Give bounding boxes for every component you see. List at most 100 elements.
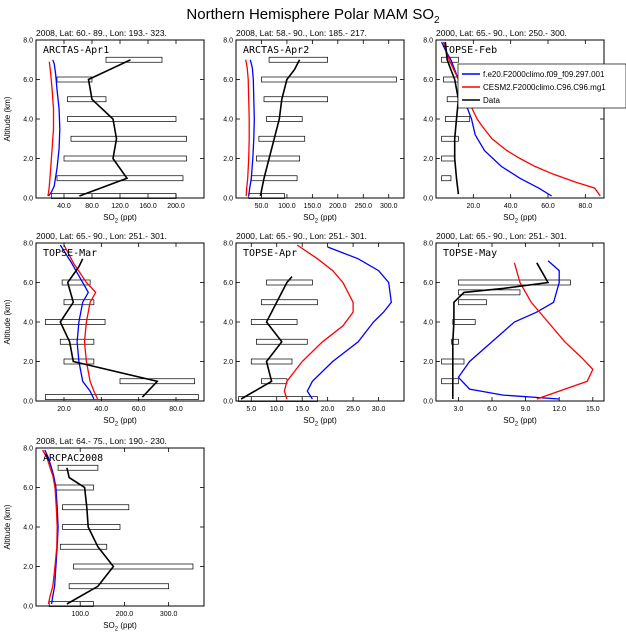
range-box: [44, 319, 106, 325]
x-axis-label-unit: (ppt): [118, 213, 137, 222]
panel-header: 2008, Lat: 60.- 89., Lon: 193.- 323.: [36, 28, 167, 38]
panels: 2008, Lat: 60.- 89., Lon: 193.- 323.0.02…: [3, 28, 626, 633]
panel-title: ARCTAS-Apr2: [243, 45, 309, 56]
series-line-model1: [48, 59, 61, 197]
x-tick-label: 20.0: [467, 203, 481, 210]
legend-label-model2: CESM2.F2000climo.C96.C96.mg1: [483, 83, 606, 92]
series-line-data: [66, 467, 115, 605]
figure-title: Northern Hemisphere Polar MAM SO2: [186, 6, 440, 26]
range-box: [441, 135, 459, 142]
panel-1: 2008, Lat: 58.- 90., Lon: 185.- 217. 0.0 2…: [223, 28, 405, 225]
y-tick-label: 2.0: [23, 156, 33, 163]
y-tick-label: 2.0: [23, 359, 33, 366]
y-tick-label: 4.0: [23, 525, 33, 532]
x-axis-label-sub: 2: [315, 219, 319, 225]
x-axis-label-main: SO: [503, 213, 515, 222]
range-box: [56, 76, 93, 83]
y-tick-label: 6.0: [223, 280, 233, 287]
x-axis-label-main: SO: [103, 621, 115, 630]
x-axis-label: SO2 (ppt): [303, 213, 337, 225]
y-axis-label: Altitude (km): [3, 504, 12, 549]
range-box: [256, 155, 300, 162]
y-tick-label: 6.0: [223, 77, 233, 84]
range-box: [250, 319, 298, 325]
panel-header: 2008, Lat: 64.- 75., Lon: 190.- 230.: [36, 436, 167, 446]
x-tick-label: 3.0: [454, 406, 464, 413]
series-line-model1: [306, 246, 392, 400]
range-box: [73, 563, 194, 570]
y-tick-label: 8.0: [23, 446, 33, 453]
range-box: [458, 279, 571, 286]
y-tick-label: 6.0: [423, 77, 433, 84]
legend-label-data: Data: [483, 96, 500, 105]
x-tick-label: 200.0: [116, 611, 134, 618]
x-tick-label: 40.0: [57, 203, 71, 210]
range-box: [105, 56, 163, 63]
panel-4: 2000, Lat: 65.- 90., Lon: 251.- 301. 0.0 2…: [223, 231, 405, 428]
y-tick-label: 4.0: [23, 320, 33, 327]
panel-6: 2008, Lat: 64.- 75., Lon: 190.- 230. 0.0 2…: [3, 436, 205, 633]
x-tick-label: 250.0: [355, 203, 373, 210]
series-line-data: [451, 262, 550, 399]
x-tick-label: 200.0: [167, 203, 185, 210]
legend: f.e20.F2000climo.f09_f09.297.001 CESM2.F2…: [457, 63, 626, 109]
series-line-model1: [59, 244, 95, 400]
y-tick-label: 2.0: [23, 564, 33, 571]
x-tick-label: 30.0: [372, 406, 386, 413]
y-tick-label: 4.0: [223, 320, 233, 327]
y-tick-label: 8.0: [23, 38, 33, 45]
range-box: [261, 76, 397, 83]
range-box: [68, 583, 169, 590]
range-box: [62, 504, 130, 511]
y-tick-label: 6.0: [23, 280, 33, 287]
x-axis-label-main: SO: [503, 416, 515, 425]
range-box: [441, 378, 459, 385]
x-axis-label-sub: 2: [115, 219, 119, 225]
plot-frame: [35, 39, 205, 199]
panel-0: 2008, Lat: 60.- 89., Lon: 193.- 323. 0.0 2…: [3, 28, 205, 225]
x-tick-label: 300.0: [380, 203, 398, 210]
x-tick-label: 160.0: [139, 203, 157, 210]
range-box: [258, 135, 306, 142]
range-box: [59, 543, 108, 550]
figure-title-main: Northern Hemisphere Polar MAM SO: [186, 6, 434, 23]
x-tick-label: 9.0: [521, 406, 531, 413]
range-box: [61, 279, 91, 286]
y-tick-label: 0.0: [423, 399, 433, 406]
range-box: [70, 135, 187, 142]
y-tick-label: 6.0: [23, 77, 33, 84]
series-line-model1: [441, 41, 553, 197]
x-axis-label-unit: (ppt): [118, 416, 137, 425]
x-axis-label-unit: (ppt): [318, 416, 337, 425]
series-line-model2: [245, 59, 250, 197]
x-tick-label: 50.0: [255, 203, 269, 210]
range-box: [451, 338, 459, 345]
plot-frame: [235, 242, 405, 402]
panel-title: TOPSE-May: [443, 248, 497, 259]
range-box: [248, 193, 285, 199]
panel-title: TOPSE-Apr: [243, 248, 297, 259]
range-box: [44, 394, 199, 400]
x-tick-label: 15.0: [295, 406, 309, 413]
panel-5: 2000, Lat: 65.- 90., Lon: 251.- 301. 0.0 2…: [423, 231, 605, 428]
x-tick-label: 20.0: [57, 406, 71, 413]
y-tick-label: 2.0: [223, 359, 233, 366]
y-tick-label: 0.0: [423, 196, 433, 203]
range-box: [441, 155, 456, 162]
panel-header: 2000, Lat: 65.- 90., Lon: 251.- 301.: [36, 231, 167, 241]
x-tick-label: 6.0: [487, 406, 497, 413]
x-axis-label-sub: 2: [315, 422, 319, 428]
y-axis-label: Altitude (km): [3, 96, 12, 141]
panel-2: 2000, Lat: 65.- 90., Lon: 250.- 300. 0.0 2…: [423, 28, 626, 225]
series-line-data: [79, 59, 131, 197]
legend-label-model1: f.e20.F2000climo.f09_f09.297.001: [483, 70, 605, 79]
y-tick-label: 2.0: [423, 359, 433, 366]
x-axis-label: SO2 (ppt): [503, 416, 537, 428]
series-line-model2: [47, 61, 55, 197]
y-tick-label: 4.0: [223, 117, 233, 124]
range-box: [441, 175, 452, 182]
x-axis-label-main: SO: [103, 416, 115, 425]
x-axis-label: SO2 (ppt): [103, 213, 137, 225]
range-box: [263, 96, 328, 103]
